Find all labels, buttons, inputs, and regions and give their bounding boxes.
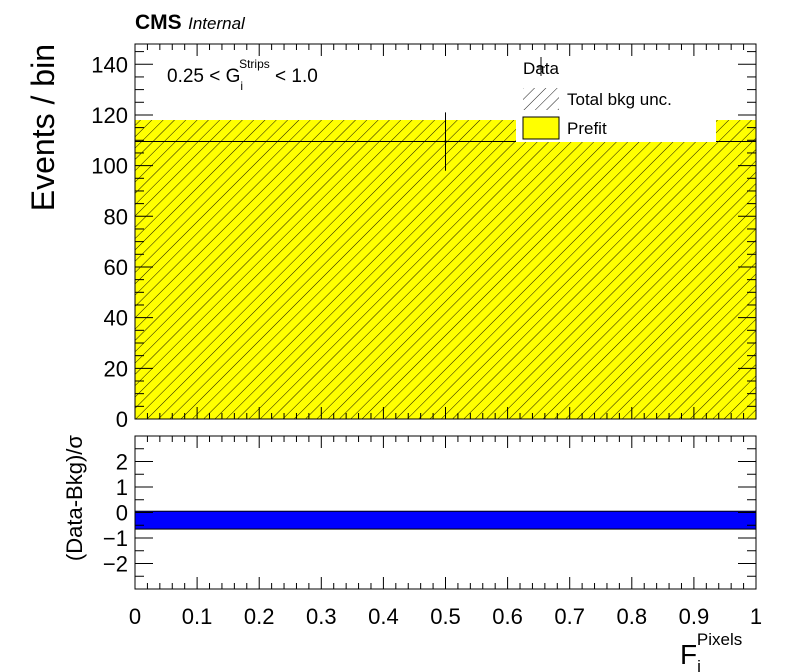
ratio-ytick-label: 0 — [116, 501, 128, 526]
legend: Data Total bkg unc. Prefit — [516, 46, 716, 142]
main-ytick-label: 40 — [104, 306, 128, 331]
ratio-xtick-label: 0 — [129, 604, 141, 629]
legend-data-label: Data — [523, 59, 559, 78]
ratio-xtick-label: 0.8 — [617, 604, 648, 629]
main-ytick-label: 20 — [104, 356, 128, 381]
region-label-prefix: 0.25 < G — [167, 66, 240, 87]
main-ytick-label: 100 — [91, 154, 128, 179]
ratio-xtick-label: 0.5 — [430, 604, 461, 629]
main-panel: Data Total bkg unc. Prefit 0.25 < Gi Strips … — [25, 43, 757, 432]
ratio-xtick-label: 0.1 — [182, 604, 213, 629]
ratio-xtick-label: 0.2 — [244, 604, 275, 629]
ratio-ylabel: (Data-Bkg)/σ — [62, 435, 87, 561]
region-label: 0.25 < Gi Strips < 1.0 — [167, 57, 318, 93]
legend-prefit-label: Prefit — [567, 119, 607, 138]
main-ytick-label: 120 — [91, 103, 128, 128]
ratio-ytick-label: −2 — [103, 552, 128, 577]
ratio-ytick-label: 1 — [116, 475, 128, 500]
cms-status: Internal — [188, 14, 245, 33]
data-point — [444, 140, 447, 143]
cms-label: CMS Internal — [135, 11, 245, 35]
xlabel-sub: i — [697, 657, 701, 672]
xlabel-base: F — [680, 639, 697, 670]
ratio-xlabel: Fi Pixels — [680, 630, 742, 672]
main-ytick-label: 60 — [104, 255, 128, 280]
ratio-xtick-label: 0.3 — [306, 604, 337, 629]
cms-experiment: CMS — [135, 11, 182, 34]
ratio-xtick-label: 0.9 — [679, 604, 710, 629]
ratio-xtick-label: 0.7 — [554, 604, 585, 629]
ratio-xtick-label: 0.6 — [492, 604, 523, 629]
region-label-suffix: < 1.0 — [270, 66, 318, 87]
ratio-ytick-label: 2 — [116, 450, 128, 475]
legend-unc-swatch — [523, 88, 559, 110]
ratio-xtick-label: 0.4 — [368, 604, 399, 629]
legend-prefit-swatch — [522, 116, 560, 140]
region-label-sub: i — [240, 79, 243, 93]
region-label-sup: Strips — [239, 57, 270, 71]
legend-unc-label: Total bkg unc. — [567, 90, 672, 109]
xlabel-sup: Pixels — [697, 630, 742, 649]
ratio-ytick-label: −1 — [103, 526, 128, 551]
main-ytick-label: 80 — [104, 204, 128, 229]
main-ytick-label: 140 — [91, 52, 128, 77]
main-ytick-label: 0 — [116, 407, 128, 432]
pull-band — [134, 510, 757, 530]
ratio-xtick-label: 1 — [750, 604, 762, 629]
main-ylabel: Events / bin — [25, 44, 61, 211]
